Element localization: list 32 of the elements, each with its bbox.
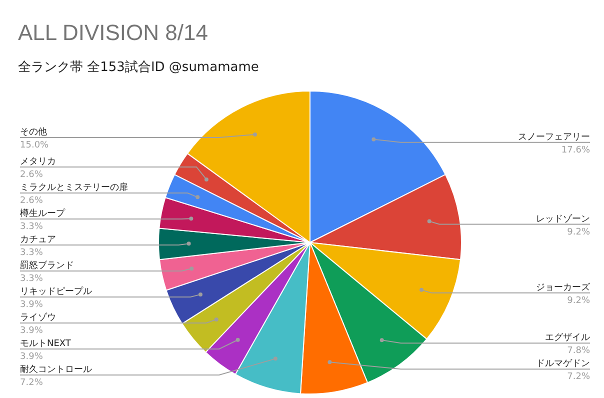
data-label: 15.0% [20, 140, 50, 151]
data-label: 3.3% [20, 222, 44, 232]
data-label: 3.9% [20, 326, 44, 336]
slice-label: その他 [20, 126, 47, 138]
slice-label: メタリカ [20, 157, 56, 167]
data-label: 3.9% [20, 300, 44, 310]
slice-label: リキッドピープル [20, 286, 92, 297]
slice-label: ミラクルとミステリーの扉 [20, 182, 128, 193]
slice-label: 罰怒ブランド [20, 260, 74, 271]
data-label: 2.6% [20, 196, 44, 206]
slice-label: 樽生ループ [20, 208, 66, 219]
data-label: 7.2% [20, 378, 44, 388]
chart-title: ALL DIVISION 8/14 [18, 20, 208, 46]
slice-label: ライゾウ [20, 312, 56, 323]
data-label: 3.9% [20, 352, 44, 362]
chart-subtitle: 全ランク帯 全153試合ID @sumamame [18, 59, 259, 76]
data-label: 17.6% [561, 145, 590, 156]
slice-label: 耐久コントロール [20, 364, 92, 375]
slice-label: ドルマゲドン [536, 358, 590, 370]
data-label: 9.2% [567, 296, 590, 306]
data-label: 9.2% [567, 227, 590, 238]
slice-label: レッドゾーン [536, 213, 590, 224]
slice-label: スノーフェアリー [518, 132, 590, 142]
data-label: 3.3% [20, 274, 44, 284]
slice-label: エグザイル [545, 332, 590, 344]
slice-label: ジョーカーズ [536, 282, 591, 293]
data-label: 3.3% [20, 248, 44, 258]
slice-label: モルトNEXT [20, 339, 72, 349]
slice-label: カチュア [20, 235, 56, 245]
data-label: 2.6% [20, 170, 44, 180]
data-label: 7.2% [567, 372, 590, 382]
data-label: 7.8% [567, 346, 590, 356]
